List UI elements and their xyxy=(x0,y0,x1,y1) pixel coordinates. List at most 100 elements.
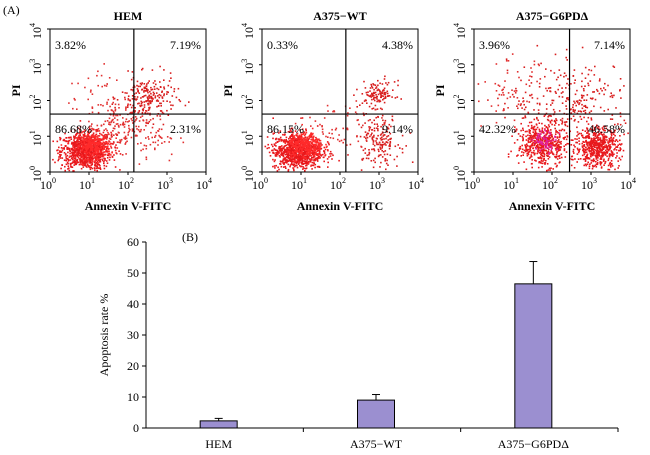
y-tick-exponent: 2 xyxy=(452,95,461,99)
scatter-point xyxy=(566,118,569,120)
scatter-point xyxy=(583,164,585,167)
scatter-point xyxy=(598,126,600,128)
scatter-point xyxy=(306,136,309,139)
scatter-point xyxy=(103,84,106,87)
scatter-point xyxy=(546,142,549,145)
scatter-point xyxy=(301,157,304,160)
scatter-point xyxy=(144,87,146,90)
scatter-point xyxy=(613,148,615,151)
scatter-point xyxy=(293,158,296,161)
scatter-point xyxy=(374,91,377,94)
scatter-point xyxy=(595,149,597,152)
scatter-point xyxy=(362,124,364,127)
scatter-point xyxy=(100,74,103,77)
scatter-point xyxy=(145,85,147,88)
scatter-point xyxy=(52,140,54,143)
scatter-point xyxy=(620,148,622,150)
scatter-point xyxy=(597,134,599,136)
scatter-point xyxy=(585,140,587,143)
scatter-point xyxy=(394,97,397,99)
scatter-point xyxy=(95,149,98,152)
scatter-point xyxy=(555,154,558,156)
scatter-point xyxy=(120,138,123,141)
scatter-point xyxy=(595,163,598,166)
scatter-point xyxy=(592,165,594,168)
scatter-point xyxy=(592,159,594,161)
scatter-point xyxy=(584,151,587,154)
scatter-point xyxy=(616,140,619,143)
scatter-point xyxy=(172,104,174,107)
scatter-point xyxy=(367,119,370,122)
scatter-point xyxy=(68,147,70,150)
scatter-point xyxy=(393,81,396,83)
scatter-point xyxy=(337,138,339,141)
scatter-point xyxy=(599,131,602,134)
scatter-point xyxy=(385,162,388,165)
scatter-point xyxy=(272,152,274,154)
scatter-point xyxy=(596,163,598,165)
scatter-point xyxy=(101,146,103,148)
scatter-point xyxy=(617,167,619,169)
scatter-point xyxy=(73,153,76,155)
scatter-point xyxy=(384,119,387,122)
scatter-point xyxy=(162,100,165,102)
scatter-point xyxy=(109,138,112,140)
scatter-point xyxy=(365,133,368,136)
scatter-point xyxy=(593,137,596,140)
scatter-point xyxy=(380,154,382,156)
scatter-point xyxy=(375,140,377,142)
scatter-point xyxy=(586,155,588,157)
scatter-point xyxy=(316,148,319,151)
scatter-point xyxy=(112,98,115,100)
scatter-point xyxy=(555,165,558,168)
scatter-point xyxy=(543,143,546,146)
scatter-point xyxy=(391,119,394,122)
scatter-point xyxy=(506,72,509,74)
scatter-point xyxy=(532,137,535,139)
scatter-point xyxy=(300,138,303,140)
scatter-point xyxy=(516,105,518,107)
scatter-point xyxy=(389,143,391,146)
scatter-point xyxy=(318,157,321,159)
scatter-point xyxy=(122,117,124,119)
scatter-point xyxy=(505,58,508,60)
scatter-point xyxy=(306,159,308,161)
scatter-point xyxy=(385,130,387,132)
scatter-point xyxy=(151,99,153,102)
scatter-point xyxy=(394,145,397,148)
scatter-point xyxy=(75,144,78,146)
scatter-point xyxy=(586,148,588,151)
scatter-point xyxy=(522,129,524,131)
scatter-point xyxy=(554,133,557,135)
scatter-point xyxy=(277,138,280,140)
x-tick-exponent: 1 xyxy=(515,176,519,185)
x-tick-label: 103 xyxy=(369,176,385,192)
scatter-point xyxy=(584,163,587,166)
scatter-point xyxy=(365,91,368,94)
scatter-point xyxy=(101,85,103,88)
scatter-point xyxy=(572,150,575,153)
scatter-point xyxy=(91,127,93,130)
scatter-point xyxy=(145,137,147,139)
scatter-point xyxy=(585,146,587,149)
scatter-point xyxy=(115,123,118,125)
scatter-point xyxy=(112,96,114,99)
scatter-point xyxy=(109,156,111,159)
scatter-point xyxy=(607,159,610,162)
scatter-point xyxy=(134,96,136,98)
scatter-point xyxy=(309,136,311,138)
scatter-point xyxy=(547,130,549,132)
scatter-point xyxy=(364,152,367,154)
scatter-point xyxy=(576,135,578,137)
scatter-point xyxy=(135,119,137,121)
scatter-point xyxy=(283,134,286,136)
scatter-point xyxy=(161,96,164,98)
scatter-point xyxy=(363,114,365,117)
scatter-point xyxy=(87,154,90,157)
scatter-point xyxy=(278,168,280,171)
scatter-point xyxy=(506,69,509,72)
scatter-point xyxy=(114,166,117,168)
scatter-point xyxy=(294,138,297,141)
scatter-point xyxy=(619,158,622,161)
scatter-point xyxy=(147,102,149,105)
